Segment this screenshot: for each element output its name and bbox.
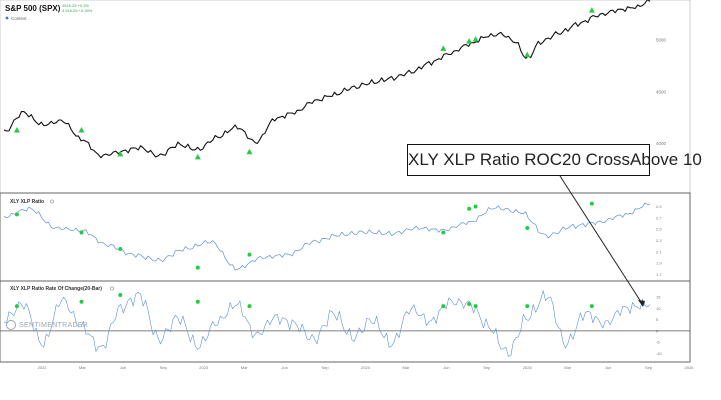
price-panel-title: S&P 500 (SPX) (5, 4, 61, 13)
roc-signal-marker (195, 299, 200, 304)
price-series-line (3, 0, 651, 159)
watermark-text: SENTIMENTRADER (19, 321, 89, 329)
watermark: SENTIMENTRADER (6, 320, 88, 330)
roc-y-tick-label: 5 (656, 317, 659, 322)
x-axis-tick-label: Sep (645, 365, 653, 370)
roc-signal-marker (118, 292, 123, 297)
ratio-signal-marker (467, 206, 472, 211)
x-axis-tick-label: Jun (281, 365, 287, 370)
price-signal-marker (466, 38, 473, 44)
roc-y-tick-label: 15 (656, 295, 661, 300)
ratio-signal-marker (589, 201, 594, 206)
ratio-panel-title: XLY XLP Ratio (10, 199, 44, 205)
price-y-tick-label: 4500 (656, 89, 667, 94)
ratio-settings-icon[interactable] (50, 199, 54, 204)
x-axis-tick-label: Jun (605, 365, 611, 370)
ratio-signal-marker (525, 226, 530, 231)
price-signal-marker (117, 150, 124, 157)
x-axis-tick-label: Jun (120, 365, 126, 370)
x-axis-tick-label: Sep (322, 365, 330, 370)
roc-y-tick-label: 10 (656, 306, 661, 311)
ratio-y-tick-label: 2.3 (656, 238, 662, 243)
legend-dot-icon (5, 16, 9, 20)
ratio-signal-marker (247, 252, 252, 257)
roc-signal-marker (79, 299, 84, 304)
roc-signal-marker (473, 304, 478, 309)
x-axis-tick-label: 2025 (523, 365, 533, 370)
x-axis-tick-label: 2024 (361, 365, 371, 370)
ratio-signal-marker (441, 230, 446, 235)
price-signal-marker (588, 7, 595, 13)
ratio-y-tick-label: 1.7 (656, 272, 662, 277)
roc-panel-title: XLY XLP Ratio Rate Of Change(20-Bar) (10, 286, 102, 292)
x-axis-tick-label: Mar (79, 365, 87, 370)
price-tiny-line-2: 4,516.25 +0.30% (62, 8, 93, 13)
annotation-text: XLY XLP Ratio ROC20 CrossAbove 10 (408, 150, 702, 169)
roc-signal-marker (441, 304, 446, 309)
ratio-signal-marker (118, 246, 123, 251)
ratio-y-tick-label: 2.9 (656, 204, 662, 209)
ratio-y-tick-label: 1.9 (656, 261, 662, 266)
roc-panel-frame (0, 280, 691, 363)
x-axis-tick-label: Mar (241, 365, 249, 370)
x-axis-tick-label: Mar (564, 365, 572, 370)
roc-settings-icon[interactable] (110, 286, 114, 291)
roc-signal-marker (247, 304, 252, 309)
annotation-arrow-head-icon (638, 300, 645, 307)
roc-signal-marker (525, 304, 530, 309)
roc-signal-marker (467, 301, 472, 306)
ratio-signal-marker (14, 212, 19, 217)
price-signal-marker (524, 51, 531, 58)
roc-signal-marker (14, 304, 19, 309)
price-y-tick-label: 4000 (656, 141, 667, 146)
x-axis-tick-label: Sep (160, 365, 168, 370)
x-axis-tick-label: 2026 (685, 365, 695, 370)
annotation-box: XLY XLP Ratio ROC20 CrossAbove 10 (407, 144, 702, 176)
roc-signal-marker (589, 304, 594, 309)
ratio-panel-frame (0, 192, 691, 282)
x-axis-tick-label: 2022 (38, 365, 48, 370)
ratio-y-tick-label: 2.7 (656, 215, 662, 220)
roc-y-tick-label: -10 (656, 351, 663, 356)
ratio-y-tick-label: 2.1 (656, 249, 662, 254)
ratio-signal-marker (473, 204, 478, 209)
price-signal-marker (472, 36, 479, 42)
price-signal-marker (440, 45, 447, 51)
price-signal-marker (194, 153, 201, 160)
ratio-series-line (3, 202, 651, 271)
ratio-y-tick-label: 2.5 (656, 227, 662, 232)
x-axis-tick-label: Sep (483, 365, 491, 370)
price-tiny-line-1: 4516.25 +0.3% (62, 3, 89, 8)
x-axis-tick-label: 2023 (199, 365, 209, 370)
annotation-arrow-line (559, 175, 644, 306)
price-signal-marker (13, 127, 20, 133)
price-legend-label: Context (11, 16, 27, 21)
roc-y-tick-label: -5 (656, 340, 660, 345)
watermark-logo-icon (6, 320, 16, 330)
x-axis-tick-label: Mar (402, 365, 410, 370)
price-signal-marker (246, 148, 253, 155)
price-y-tick-label: 5000 (656, 38, 667, 43)
x-axis-tick-label: Jun (443, 365, 449, 370)
ratio-signal-marker (79, 230, 84, 235)
ratio-signal-marker (195, 265, 200, 270)
price-signal-marker (78, 127, 85, 133)
roc-series-line (3, 290, 651, 357)
